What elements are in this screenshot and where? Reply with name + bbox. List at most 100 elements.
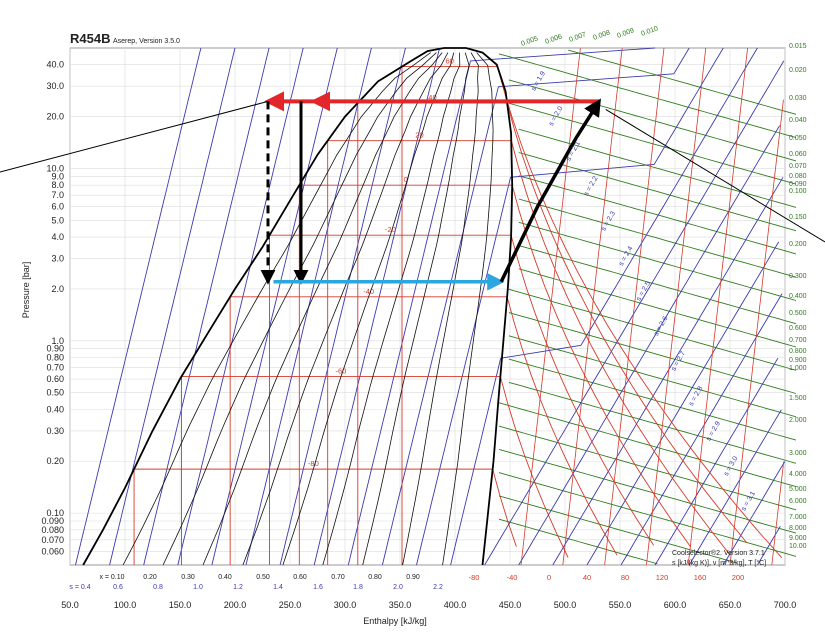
y-tick-label: 10.0 xyxy=(46,163,64,173)
volume-right-label: 0.015 xyxy=(789,43,807,50)
isochore-line xyxy=(518,245,797,325)
x-tick-label: 400.0 xyxy=(444,600,467,610)
x-tick-label: 300.0 xyxy=(334,600,357,610)
volume-right-label: 9.000 xyxy=(789,535,807,542)
isochore-line xyxy=(508,102,797,185)
isotherm-bottom-label: 200 xyxy=(732,573,745,582)
x-tick-label: 450.0 xyxy=(499,600,522,610)
y-tick-label: 5.0 xyxy=(51,215,64,225)
isotherm-line xyxy=(496,66,783,558)
quality-line xyxy=(122,52,431,566)
isotherm-label: -40 xyxy=(363,287,374,296)
isotherm-bottom-label: 160 xyxy=(694,573,707,582)
volume-right-label: 0.070 xyxy=(789,163,807,170)
pointer-line-left xyxy=(0,100,269,173)
y-tick-label: 9.0 xyxy=(51,171,64,181)
isotherm-line xyxy=(510,235,655,546)
isotherm-label: 60 xyxy=(446,57,454,66)
x-tick-label: 50.0 xyxy=(61,600,79,610)
volume-right-label: 0.080 xyxy=(789,173,807,180)
x-axis-label: Enthalpy [kJ/kg] xyxy=(363,616,427,626)
volume-right-label: 0.800 xyxy=(789,348,807,355)
x-tick-label: 200.0 xyxy=(224,600,247,610)
volume-right-label: 2.000 xyxy=(789,417,807,424)
quality-line xyxy=(362,52,470,566)
y-tick-label: 3.0 xyxy=(51,254,64,264)
isotherm-bottom-label: 0 xyxy=(547,573,551,582)
quality-label: 0.50 xyxy=(256,574,270,581)
quality-line xyxy=(162,52,437,566)
entropy-bottom-label: 1.0 xyxy=(193,584,203,591)
y-tick-label: 0.10 xyxy=(46,508,64,518)
x-tick-label: 600.0 xyxy=(664,600,687,610)
y-tick-label: 0.060 xyxy=(41,546,64,556)
isentrope-line xyxy=(143,47,270,566)
quality-label: 0.20 xyxy=(143,574,157,581)
volume-right-label: 3.000 xyxy=(789,450,807,457)
quality-label: 0.80 xyxy=(368,574,382,581)
volume-right-label: 10.00 xyxy=(789,543,807,550)
isentrope-line xyxy=(279,47,406,566)
entropy-bottom-label: s = 0.4 xyxy=(69,584,90,591)
isentrope-line xyxy=(586,241,780,566)
volume-right-label: 7.000 xyxy=(789,514,807,521)
y-tick-label: 0.080 xyxy=(41,525,64,535)
isotherm-line xyxy=(506,102,747,543)
x-tick-label: 500.0 xyxy=(554,600,577,610)
volume-right-label: 5.000 xyxy=(789,486,807,493)
isochore-line xyxy=(498,402,797,488)
quality-line xyxy=(202,52,443,566)
y-tick-label: 4.0 xyxy=(51,232,64,242)
y-tick-label: 0.070 xyxy=(41,535,64,545)
y-tick-label: 0.60 xyxy=(46,374,64,384)
isentrope-line xyxy=(654,357,779,566)
isotherm-line xyxy=(687,47,748,566)
volume-right-label: 0.700 xyxy=(789,337,807,344)
isotherm-line xyxy=(729,99,784,566)
isentrope-line xyxy=(347,47,656,566)
isotherm-label: -20 xyxy=(385,225,396,234)
volume-right-label: 0.200 xyxy=(789,241,807,248)
saturation-dome xyxy=(82,47,514,566)
volume-right-label: 0.050 xyxy=(789,135,807,142)
y-tick-label: 0.090 xyxy=(41,516,64,526)
isotherm-label: -80 xyxy=(308,459,319,468)
volume-right-label: 0.020 xyxy=(789,67,807,74)
quality-label: 0.60 xyxy=(293,574,307,581)
x-tick-label: 550.0 xyxy=(609,600,632,610)
isentrope-line xyxy=(688,409,782,566)
isentrope-lines xyxy=(75,47,786,566)
volume-right-label: 0.040 xyxy=(789,117,807,124)
volume-right-label: 6.000 xyxy=(789,498,807,505)
volume-right-label: 0.600 xyxy=(789,325,807,332)
isotherm-line xyxy=(520,47,581,566)
saturation-curve xyxy=(82,47,514,566)
y-tick-label: 0.90 xyxy=(46,344,64,354)
y-tick-label: 0.40 xyxy=(46,404,64,414)
entropy-bottom-label: 0.8 xyxy=(153,584,163,591)
isotherm-bottom-label: -80 xyxy=(469,573,480,582)
isotherm-label: -60 xyxy=(336,367,347,376)
isochore-line xyxy=(498,448,797,534)
isotherm-line xyxy=(492,468,517,547)
isentrope-line xyxy=(177,47,304,566)
isochore-line xyxy=(518,198,797,278)
isochore-line xyxy=(508,381,797,464)
isochore-line xyxy=(518,268,797,348)
isentrope-line xyxy=(620,293,783,566)
y-tick-label: 0.80 xyxy=(46,352,64,362)
y-tick-label: 6.0 xyxy=(51,202,64,212)
quality-lines xyxy=(122,52,494,566)
isotherm-line xyxy=(771,461,785,566)
volume-right-label: 1.500 xyxy=(789,395,807,402)
entropy-bottom-label: 2.0 xyxy=(393,584,403,591)
isentrope-line xyxy=(722,461,786,566)
isentrope-line xyxy=(211,47,338,566)
y-tick-label: 40.0 xyxy=(46,60,64,70)
volume-right-label: 0.900 xyxy=(789,357,807,364)
x-tick-label: 250.0 xyxy=(279,600,302,610)
isotherm-label: 20 xyxy=(415,131,423,140)
volume-right-label: 0.060 xyxy=(789,151,807,158)
